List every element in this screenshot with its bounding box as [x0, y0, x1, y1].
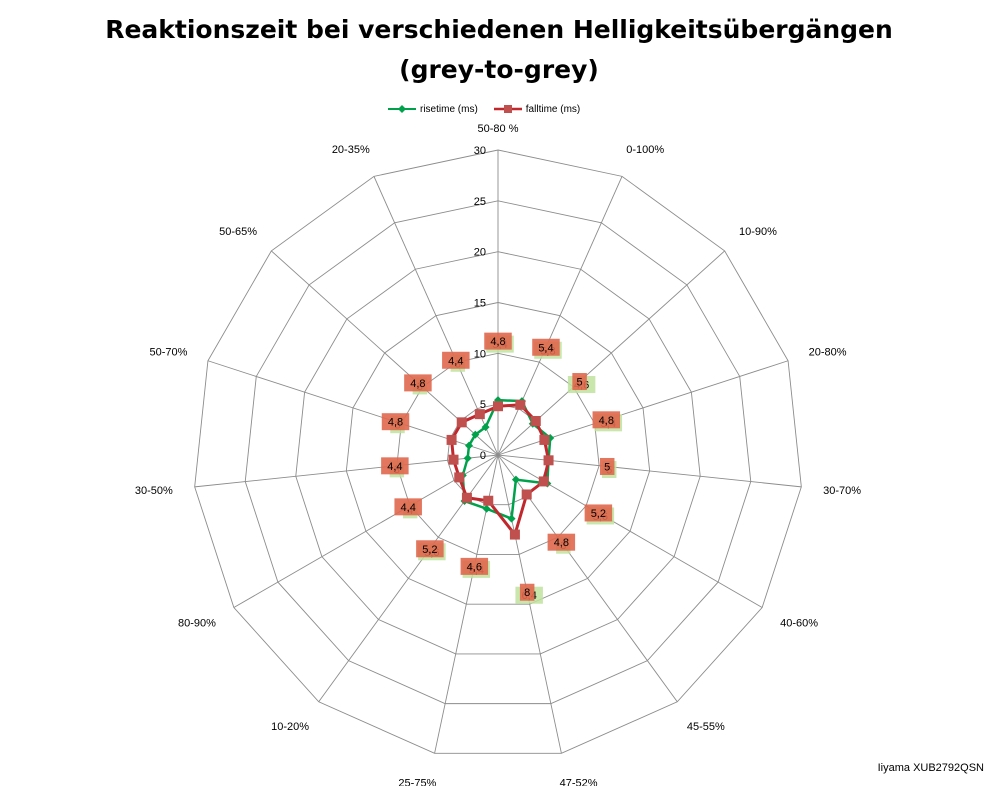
chart-title-line-2: (grey-to-grey)	[399, 55, 599, 84]
legend: risetime (ms) falltime (ms)	[388, 100, 596, 118]
series-line-falltime	[450, 403, 551, 538]
falltime-data-label-box	[519, 583, 535, 601]
falltime-data-label: 4,8	[554, 537, 569, 549]
falltime-data-label: 4,6	[467, 561, 482, 573]
falltime-data-label-box	[484, 332, 512, 350]
falltime-data-label: 5	[577, 377, 583, 389]
grid-spoke	[233, 454, 499, 608]
falltime-marker	[493, 401, 503, 412]
falltime-data-label-box	[381, 457, 409, 475]
category-label: 47-52%	[560, 778, 598, 786]
grid-spoke	[497, 454, 562, 754]
category-label: 50-65%	[219, 226, 257, 238]
falltime-marker	[539, 434, 550, 445]
category-label: 0-100%	[626, 144, 664, 156]
risetime-marker	[471, 430, 480, 439]
falltime-data-label-box	[460, 557, 489, 575]
falltime-marker	[474, 409, 485, 420]
category-label: 50-80 %	[478, 123, 519, 135]
falltime-marker	[543, 455, 554, 466]
falltime-data-label-box	[547, 533, 576, 551]
legend-item-risetime: risetime (ms)	[388, 103, 478, 115]
category-label: 10-90%	[739, 226, 777, 238]
legend-swatch-risetime	[388, 105, 416, 113]
r-tick-label: 15	[474, 298, 486, 310]
risetime-marker	[511, 475, 520, 484]
falltime-data-label: 5,2	[422, 544, 437, 556]
legend-label-falltime: falltime (ms)	[525, 103, 581, 115]
r-tick-label: 30	[474, 145, 486, 157]
category-label: 30-70%	[823, 485, 861, 497]
falltime-data-label: 5,4	[538, 342, 553, 354]
falltime-marker	[483, 495, 494, 506]
r-tick-label: 20	[474, 247, 486, 259]
r-tick-label: 5	[480, 399, 486, 411]
grid-spoke	[373, 176, 499, 456]
falltime-data-label-box	[416, 540, 444, 558]
risetime-marker	[507, 514, 516, 523]
category-label: 45-55%	[687, 721, 725, 733]
risetime-marker	[464, 441, 473, 450]
legend-item-falltime: falltime (ms)	[493, 103, 581, 115]
falltime-data-label-box	[592, 411, 621, 429]
r-tick-label: 10	[474, 348, 486, 360]
grid-ring	[194, 149, 802, 754]
falltime-data-label: 4,8	[490, 336, 505, 348]
category-label: 50-70%	[149, 346, 187, 358]
falltime-data-label: 5	[604, 461, 610, 473]
falltime-marker	[515, 399, 526, 410]
grid-spoke	[497, 454, 763, 608]
monitor-model-note: Iiyama XUB2792QSN	[877, 762, 984, 774]
risetime-marker	[481, 423, 490, 432]
category-label: 25-75%	[398, 778, 436, 786]
falltime-data-label: 4,8	[599, 415, 614, 427]
category-label: 20-80%	[809, 346, 847, 358]
falltime-data-label: 8	[524, 587, 530, 599]
falltime-data-label-box	[532, 338, 560, 356]
risetime-marker	[463, 454, 472, 463]
falltime-marker	[461, 492, 472, 503]
falltime-data-label: 4,8	[388, 417, 403, 429]
falltime-marker	[538, 476, 549, 487]
falltime-data-label: 4,4	[401, 502, 416, 514]
falltime-data-label: 4,4	[448, 355, 463, 367]
chart-title: Reaktionszeit bei verschiedenen Helligke…	[0, 10, 998, 90]
category-label: 40-60%	[780, 618, 818, 630]
falltime-data-label-box	[442, 351, 470, 369]
category-label: 80-90%	[178, 618, 216, 630]
category-label: 20-35%	[332, 144, 370, 156]
legend-label-risetime: risetime (ms)	[420, 103, 478, 115]
falltime-marker	[521, 489, 532, 500]
falltime-data-label-box	[599, 457, 615, 475]
grid-ring	[244, 200, 752, 705]
falltime-data-label: 4,8	[410, 378, 425, 390]
category-label: 10-20%	[271, 721, 309, 733]
falltime-data-label: 4,4	[387, 461, 402, 473]
risetime-marker	[482, 504, 491, 513]
falltime-marker	[509, 529, 520, 540]
falltime-data-label-box	[404, 374, 432, 392]
grid-ring	[295, 251, 701, 655]
r-tick-label: 25	[474, 196, 486, 208]
falltime-data-label-box	[381, 413, 410, 431]
r-tick-label: 0	[480, 450, 486, 462]
grid-spoke	[194, 454, 499, 488]
falltime-marker	[530, 415, 541, 426]
grid-ring	[396, 352, 600, 555]
falltime-marker	[448, 454, 459, 465]
falltime-data-label-box	[572, 373, 587, 391]
falltime-marker	[456, 417, 467, 428]
falltime-data-label: 5,2	[591, 508, 606, 520]
falltime-data-label-box	[584, 504, 613, 522]
grid-ring	[345, 302, 651, 605]
chart-title-line-1: Reaktionszeit bei verschiedenen Helligke…	[105, 15, 893, 44]
category-label: 30-50%	[135, 485, 173, 497]
legend-swatch-falltime	[493, 105, 522, 113]
grid-spoke	[318, 454, 499, 703]
falltime-marker	[454, 472, 465, 483]
falltime-data-label-box	[394, 498, 422, 516]
falltime-marker	[446, 434, 457, 445]
